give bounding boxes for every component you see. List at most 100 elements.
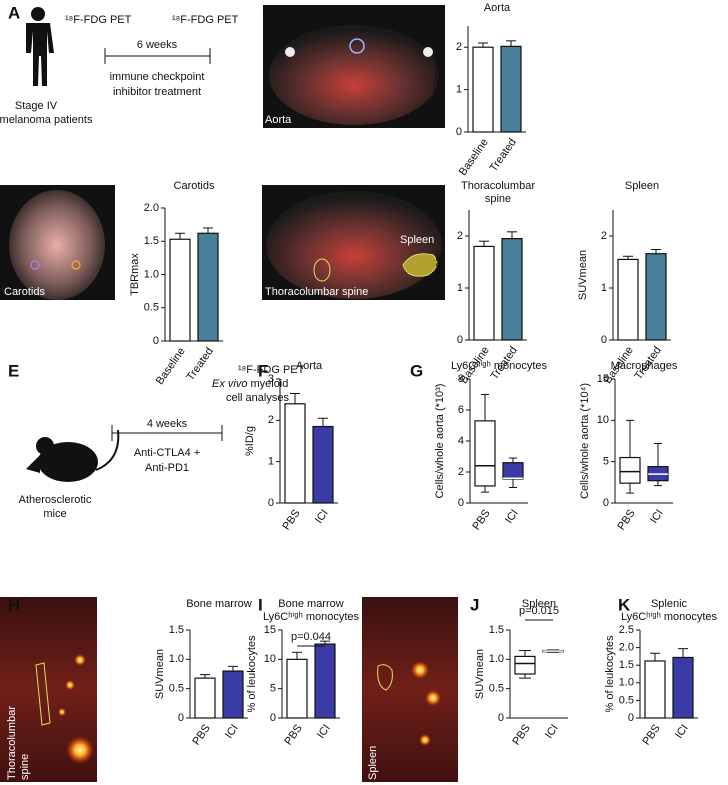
pet-image-j — [362, 597, 458, 782]
bar — [286, 658, 308, 719]
bar — [500, 45, 522, 133]
bar — [312, 425, 334, 504]
box — [514, 655, 536, 675]
diagram-text: myeloid — [250, 378, 288, 390]
image-label: Spleen — [367, 746, 379, 780]
y-tick-label: 0 — [268, 497, 274, 509]
y-tick-label: 5 — [603, 456, 609, 468]
chart-title: Aorta — [296, 360, 323, 372]
y-axis-label: SUVmean — [577, 250, 589, 300]
diagram-text: Atherosclerotic — [19, 494, 92, 506]
y-tick-label: 1 — [457, 282, 463, 294]
y-tick-label: 0 — [456, 126, 462, 138]
y-tick-label: 8 — [458, 373, 464, 385]
bar — [645, 253, 667, 341]
panel-label: I — [258, 595, 263, 614]
diagram-text: Stage IV — [15, 100, 58, 112]
y-tick-label: 2 — [268, 414, 274, 426]
y-tick-label: 5 — [270, 683, 276, 695]
bar — [222, 670, 244, 719]
pet-image-d — [262, 185, 445, 300]
panel-label: H — [8, 595, 20, 614]
diagram-text: mice — [43, 508, 66, 520]
panel-label: G — [410, 361, 423, 380]
diagram-text: 4 weeks — [147, 418, 188, 430]
diagram-text: ¹⁸F-FDG PET — [65, 14, 132, 26]
bar — [473, 245, 495, 341]
y-tick-label: 1.0 — [144, 268, 159, 280]
bar — [194, 677, 216, 719]
image-label: Thoracolumbar spine — [265, 286, 368, 298]
y-tick-label: 4 — [458, 435, 464, 447]
y-tick-label: 2.0 — [619, 642, 634, 654]
y-tick-label: 0 — [628, 712, 634, 724]
box — [502, 462, 524, 480]
panel-label: D — [262, 181, 274, 200]
panel-label: C — [8, 181, 20, 200]
bar — [672, 656, 694, 719]
bar — [472, 46, 494, 133]
x-tick-label: ICI — [503, 508, 521, 526]
image-label: spine — [19, 754, 31, 780]
y-tick-label: 3 — [268, 373, 274, 385]
y-tick-label: 0 — [153, 335, 159, 347]
bar — [169, 238, 191, 342]
y-tick-label: 1.5 — [489, 624, 504, 636]
y-axis-label: %ID/g — [244, 426, 256, 456]
pet-image-c — [0, 185, 115, 300]
y-tick-label: 0.5 — [489, 683, 504, 695]
x-tick-label: PBS — [510, 723, 532, 748]
chart-title: Spleen — [625, 180, 659, 192]
panel-label: F — [258, 361, 268, 380]
y-tick-label: 0 — [603, 497, 609, 509]
x-tick-label: ICI — [673, 723, 691, 741]
diagram-text: cell analyses — [226, 392, 289, 404]
image-label: Spleen — [400, 234, 434, 246]
y-axis-label: Cells/whole aorta (*10⁴) — [579, 383, 591, 499]
image-label: Thoracolumbar — [6, 706, 18, 780]
image-label: Carotids — [4, 286, 45, 298]
panel-label: A — [8, 3, 20, 22]
panel-label: J — [470, 595, 479, 614]
chart-title: Bone marrow — [186, 598, 251, 610]
image-label: Aorta — [265, 114, 292, 126]
chart-title: Aorta — [484, 2, 511, 14]
chart-title: Macrophages — [611, 360, 678, 372]
y-tick-label: 0 — [498, 712, 504, 724]
y-tick-label: 10 — [264, 653, 276, 665]
x-tick-label: PBS — [470, 508, 492, 533]
significance-label: p=0.015 — [519, 605, 559, 617]
x-tick-label: PBS — [282, 723, 304, 748]
y-tick-label: 0.5 — [144, 302, 159, 314]
diagram-text: ¹⁸F-FDG PET — [172, 14, 239, 26]
x-tick-label: Baseline — [457, 137, 491, 178]
y-tick-label: 1.0 — [489, 653, 504, 665]
y-tick-label: 1 — [268, 456, 274, 468]
y-axis-label: % of leukocytes — [246, 635, 258, 713]
y-tick-label: 6 — [458, 404, 464, 416]
x-tick-label: Treated — [487, 137, 518, 175]
y-tick-label: 0 — [457, 334, 463, 346]
y-tick-label: 15 — [597, 373, 609, 385]
diagram-text: 6 weeks — [137, 39, 178, 51]
y-tick-label: 1.5 — [619, 659, 634, 671]
bar — [644, 660, 666, 719]
y-tick-label: 2 — [456, 41, 462, 53]
chart-title: spine — [485, 193, 511, 205]
diagram-text: melanoma patients — [0, 114, 93, 126]
x-tick-label: ICI — [543, 723, 561, 741]
chart-title: Carotids — [174, 180, 215, 192]
diagram-text: inhibitor treatment — [113, 86, 201, 98]
diagram-text: ¹⁸F-FDG PET — [238, 364, 305, 376]
y-tick-label: 1.5 — [169, 624, 184, 636]
diagram-text: Ex vivo myeloid — [212, 378, 288, 390]
y-tick-label: 2 — [458, 466, 464, 478]
bar — [501, 238, 523, 341]
y-tick-label: 0 — [458, 497, 464, 509]
y-tick-label: 0 — [270, 712, 276, 724]
y-tick-label: 0.5 — [619, 694, 634, 706]
y-axis-label: % of leukocytes — [604, 635, 616, 713]
chart-title: Ly6Cʰⁱᵍʰ monocytes — [451, 360, 548, 372]
